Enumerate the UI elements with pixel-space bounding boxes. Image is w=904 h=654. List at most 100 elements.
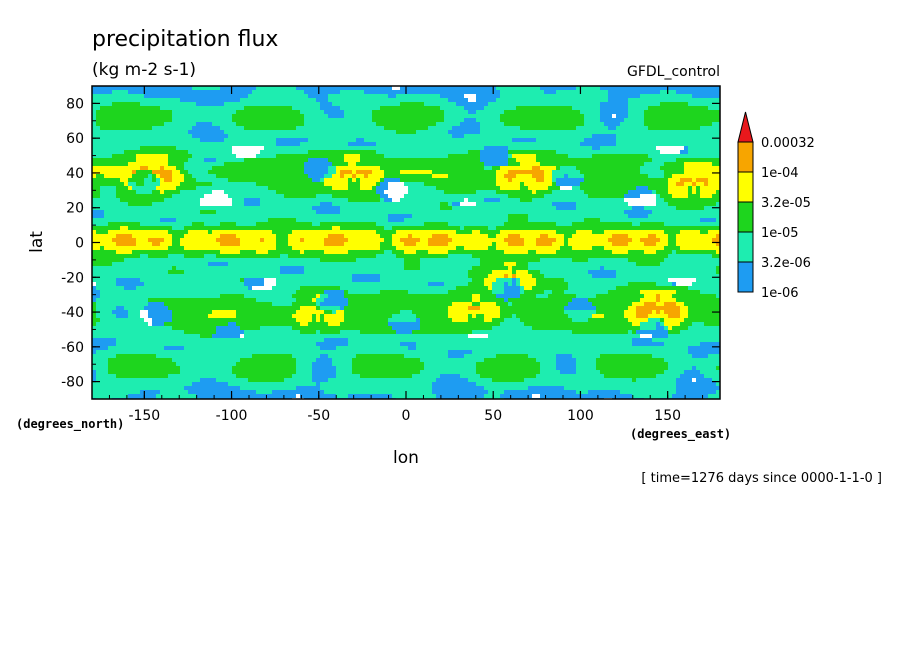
field-cell	[356, 174, 361, 179]
field-cell	[384, 178, 389, 183]
field-cell	[584, 90, 589, 95]
field-cell	[712, 162, 717, 167]
field-cell	[184, 154, 189, 159]
field-cell	[292, 206, 297, 211]
field-cell	[448, 170, 453, 175]
field-cell	[308, 90, 313, 95]
field-cell	[684, 206, 689, 211]
field-cell	[544, 90, 549, 95]
field-cell	[564, 134, 569, 139]
field-cell	[712, 202, 717, 207]
field-cell	[496, 186, 501, 191]
field-cell	[208, 206, 213, 211]
field-cell	[312, 110, 317, 115]
field-cell	[276, 106, 281, 111]
field-cell	[348, 142, 353, 147]
field-cell	[704, 158, 709, 163]
field-cell	[528, 130, 533, 135]
field-cell	[128, 202, 133, 207]
field-cell	[208, 154, 213, 159]
field-cell	[332, 166, 337, 171]
field-cell	[328, 118, 333, 123]
field-cell	[620, 194, 625, 199]
field-cell	[108, 158, 113, 163]
field-cell	[656, 150, 661, 155]
field-cell	[156, 102, 161, 107]
field-cell	[500, 166, 505, 171]
field-cell	[464, 130, 469, 135]
field-cell	[540, 178, 545, 183]
field-cell	[196, 138, 201, 143]
field-cell	[380, 138, 385, 143]
field-cell	[468, 206, 473, 211]
field-cell	[396, 86, 401, 91]
field-cell	[100, 90, 105, 95]
field-cell	[392, 182, 397, 187]
field-cell	[132, 198, 137, 203]
field-cell	[348, 86, 353, 91]
field-cell	[704, 118, 709, 123]
field-cell	[568, 146, 573, 151]
field-cell	[456, 178, 461, 183]
field-cell	[512, 178, 517, 183]
field-cell	[712, 110, 717, 115]
field-cell	[308, 206, 313, 211]
field-cell	[664, 190, 669, 195]
field-cell	[300, 190, 305, 195]
field-cell	[400, 162, 405, 167]
field-cell	[684, 162, 689, 167]
field-cell	[244, 122, 249, 127]
field-cell	[632, 150, 637, 155]
field-cell	[316, 126, 321, 131]
field-cell	[616, 102, 621, 107]
field-cell	[220, 166, 225, 171]
field-cell	[300, 210, 305, 215]
field-cell	[532, 206, 537, 211]
field-cell	[496, 138, 501, 143]
field-cell	[424, 178, 429, 183]
field-cell	[268, 194, 273, 199]
field-cell	[92, 90, 97, 95]
field-cell	[420, 186, 425, 191]
field-cell	[228, 134, 233, 139]
field-cell	[564, 94, 569, 99]
field-cell	[268, 158, 273, 163]
field-cell	[552, 162, 557, 167]
field-cell	[632, 198, 637, 203]
field-cell	[656, 130, 661, 135]
field-cell	[436, 202, 441, 207]
field-cell	[148, 154, 153, 159]
field-cell	[388, 94, 393, 99]
field-cell	[548, 114, 553, 119]
field-cell	[164, 198, 169, 203]
field-cell	[140, 94, 145, 99]
field-cell	[388, 106, 393, 111]
field-cell	[184, 150, 189, 155]
field-cell	[104, 146, 109, 151]
field-cell	[680, 150, 685, 155]
field-cell	[432, 94, 437, 99]
field-cell	[168, 198, 173, 203]
field-cell	[380, 94, 385, 99]
field-cell	[408, 154, 413, 159]
field-cell	[428, 130, 433, 135]
field-cell	[244, 138, 249, 143]
field-cell	[504, 126, 509, 131]
field-cell	[380, 150, 385, 155]
field-cell	[356, 114, 361, 119]
field-cell	[600, 154, 605, 159]
field-cell	[160, 106, 165, 111]
field-cell	[372, 174, 377, 179]
field-cell	[308, 122, 313, 127]
field-cell	[460, 162, 465, 167]
field-cell	[704, 174, 709, 179]
field-cell	[120, 158, 125, 163]
field-cell	[476, 194, 481, 199]
field-cell	[680, 158, 685, 163]
field-cell	[108, 122, 113, 127]
field-cell	[328, 186, 333, 191]
field-cell	[276, 182, 281, 187]
field-cell	[260, 206, 265, 211]
field-cell	[296, 106, 301, 111]
field-cell	[716, 178, 720, 183]
